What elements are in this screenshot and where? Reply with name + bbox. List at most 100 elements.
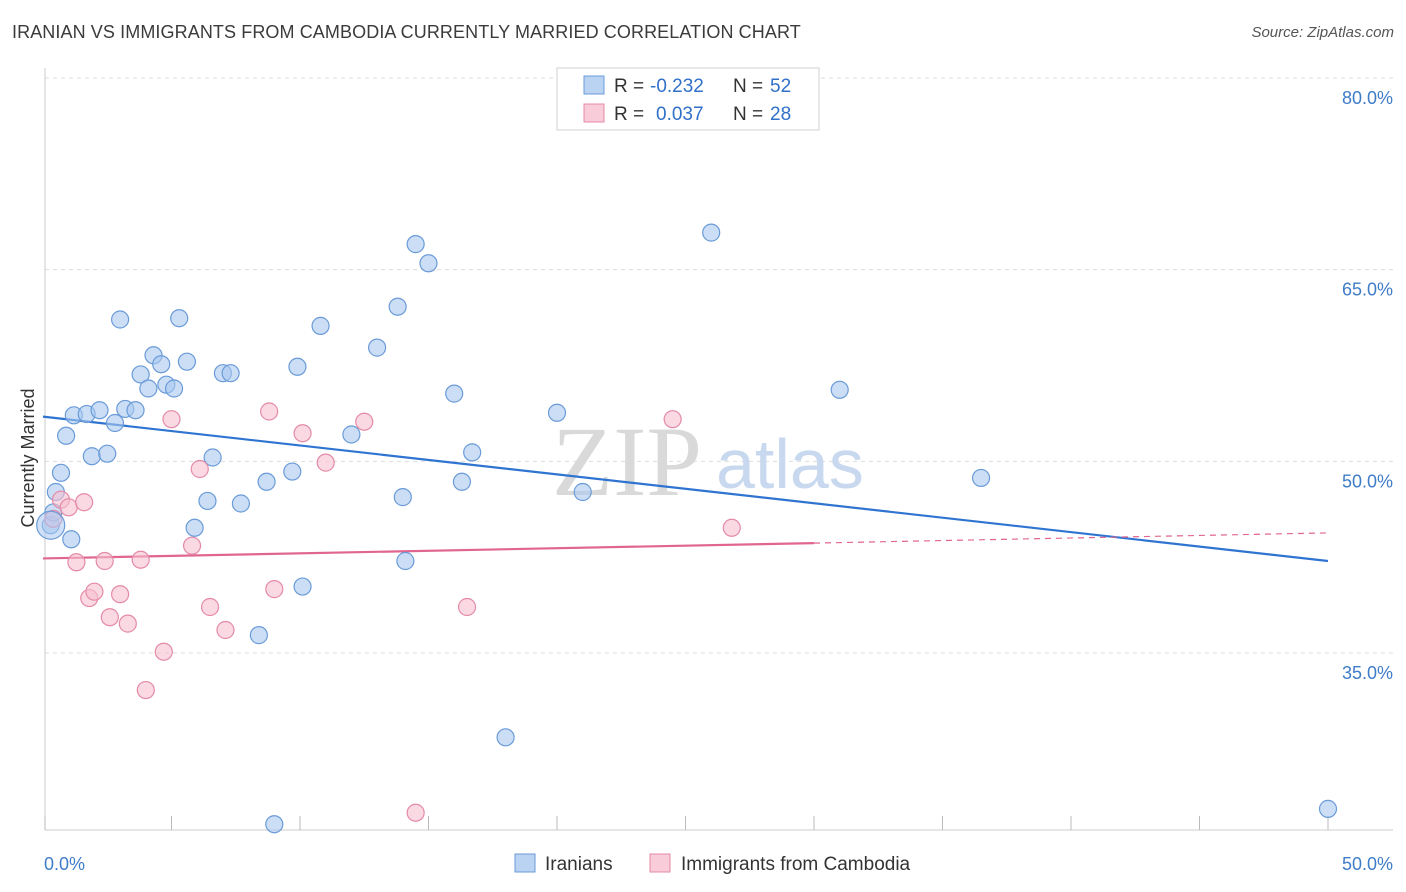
y-tick-label: 50.0%	[1342, 471, 1393, 491]
trend-lines	[42, 415, 1329, 563]
legend-r-value: 0.037	[656, 104, 704, 125]
point-iranians	[388, 297, 407, 316]
point-iranians	[90, 401, 109, 420]
point-iranians	[198, 491, 217, 511]
point-cambodia	[110, 585, 130, 604]
point-iranians	[126, 401, 145, 420]
point-iranians	[177, 352, 197, 371]
point-cambodia	[162, 410, 181, 429]
point-cambodia	[406, 803, 425, 822]
data-points	[36, 223, 1338, 834]
bottom-legend-label-cambodia: Immigrants from Cambodia	[681, 854, 911, 875]
point-iranians-cluster	[36, 510, 66, 540]
point-iranians	[573, 482, 592, 502]
legend-swatch-cambodia	[583, 103, 605, 123]
point-iranians	[185, 518, 204, 537]
point-cambodia	[260, 402, 279, 421]
source-credit: Source: ZipAtlas.com	[1251, 24, 1394, 41]
point-iranians	[702, 223, 721, 242]
point-iranians	[342, 425, 361, 444]
y-axis-label: Currently Married	[18, 388, 38, 527]
trend-line-cambodia	[42, 542, 815, 560]
point-iranians	[265, 815, 284, 834]
point-cambodia	[316, 453, 335, 472]
point-cambodia	[131, 550, 150, 569]
point-cambodia	[95, 551, 114, 571]
y-tick-label: 65.0%	[1342, 280, 1393, 300]
point-iranians	[496, 728, 515, 747]
chart-title: IRANIAN VS IMMIGRANTS FROM CAMBODIA CURR…	[12, 22, 801, 42]
point-iranians	[257, 472, 276, 491]
point-cambodia	[457, 597, 477, 617]
point-iranians	[311, 316, 330, 335]
legend-n-label: N =	[733, 104, 763, 125]
point-iranians	[393, 488, 412, 507]
point-iranians	[62, 530, 81, 549]
trend-line-cambodia-extension	[813, 532, 1329, 544]
watermark: ZIP atlas	[552, 406, 864, 517]
watermark-atlas: atlas	[716, 425, 864, 503]
legend-r-label: R =	[614, 76, 644, 97]
point-iranians	[249, 626, 268, 645]
point-iranians	[283, 462, 302, 481]
point-cambodia	[216, 620, 235, 640]
legend-swatch-iranians	[583, 75, 605, 95]
point-iranians	[57, 426, 76, 445]
point-iranians	[293, 577, 312, 596]
point-cambodia	[182, 536, 202, 555]
point-iranians	[105, 413, 125, 433]
point-iranians	[288, 357, 307, 376]
point-iranians	[98, 444, 117, 463]
point-iranians	[231, 494, 250, 513]
legend-n-label: N =	[733, 76, 763, 97]
legend-top: R = -0.232 N = 52 R = 0.037 N = 28	[556, 67, 820, 131]
point-iranians	[110, 310, 130, 329]
point-iranians	[152, 355, 171, 374]
point-iranians	[445, 384, 464, 403]
point-cambodia	[75, 493, 94, 512]
x-tick-label: 50.0%	[1342, 854, 1393, 874]
legend-bottom: Iranians Immigrants from Cambodia	[514, 853, 911, 875]
point-cambodia	[355, 412, 374, 431]
point-cambodia	[200, 597, 220, 617]
legend-n-value: 28	[770, 104, 791, 125]
point-cambodia	[663, 410, 682, 429]
tick-labels: 35.0% 50.0% 65.0% 80.0% 0.0% 50.0%	[44, 88, 1393, 874]
point-iranians	[1318, 799, 1338, 818]
point-cambodia	[85, 582, 104, 601]
bottom-legend-swatch-cambodia	[649, 853, 671, 873]
point-iranians	[452, 472, 472, 491]
point-iranians	[82, 447, 101, 466]
y-tick-label: 35.0%	[1342, 663, 1393, 683]
point-cambodia	[59, 498, 78, 517]
point-iranians	[131, 365, 150, 384]
point-cambodia	[190, 459, 209, 479]
point-cambodia	[293, 424, 312, 443]
x-tick-label: 0.0%	[44, 854, 85, 874]
point-cambodia	[100, 608, 119, 627]
point-iranians	[203, 448, 222, 467]
bottom-legend-label-iranians: Iranians	[545, 854, 613, 875]
point-iranians	[547, 403, 567, 422]
point-iranians	[221, 364, 240, 383]
point-iranians	[368, 338, 387, 357]
point-cambodia	[722, 518, 741, 537]
legend-r-label: R =	[614, 104, 644, 125]
point-iranians	[406, 235, 425, 254]
point-iranians	[139, 379, 158, 398]
legend-r-value: -0.232	[650, 76, 704, 97]
point-iranians	[51, 463, 71, 482]
point-cambodia	[67, 553, 86, 572]
point-cambodia	[118, 614, 137, 633]
point-iranians	[396, 551, 415, 571]
point-cambodia	[265, 580, 284, 599]
bottom-legend-swatch-iranians	[514, 853, 536, 873]
point-cambodia	[154, 642, 173, 661]
point-cambodia	[136, 680, 155, 700]
y-tick-label: 80.0%	[1342, 88, 1393, 108]
point-iranians	[830, 380, 849, 399]
point-iranians	[971, 468, 991, 488]
point-iranians	[170, 309, 189, 328]
point-iranians	[463, 443, 482, 462]
